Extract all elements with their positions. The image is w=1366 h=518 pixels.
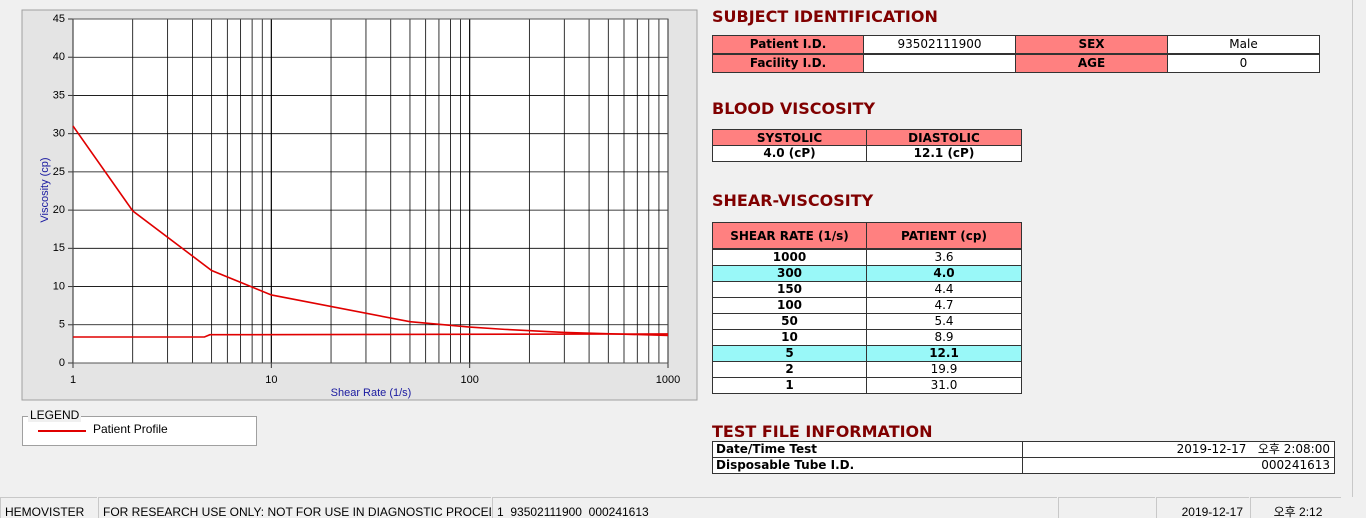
y-tick-label: 15 bbox=[53, 242, 65, 254]
field-label: Disposable Tube I.D. bbox=[712, 457, 1023, 474]
y-tick-label: 30 bbox=[53, 128, 65, 140]
shear-rate-cell: 50 bbox=[712, 313, 867, 330]
series-line bbox=[73, 333, 669, 338]
shear-rate-cell: 150 bbox=[712, 281, 867, 298]
viscosity-cell: 8.9 bbox=[866, 329, 1022, 346]
y-tick-label: 10 bbox=[53, 280, 65, 292]
field-value bbox=[863, 54, 1016, 73]
status-cell: 오후 2:12 bbox=[1250, 497, 1341, 518]
y-axis-label: Viscosity (cp) bbox=[39, 157, 51, 222]
shear-rate-cell: 10 bbox=[712, 329, 867, 346]
viscosity-cell: 4.7 bbox=[866, 297, 1022, 314]
x-axis-label: Shear Rate (1/s) bbox=[331, 387, 412, 399]
y-tick-label: 45 bbox=[53, 13, 65, 25]
shear-rate-cell: 1 bbox=[712, 377, 867, 394]
value-cell: 12.1 (cP) bbox=[866, 145, 1022, 162]
value-cell: 4.0 (cP) bbox=[712, 145, 867, 162]
field-value: 000241613 bbox=[1022, 457, 1335, 474]
field-label: SEX bbox=[1015, 35, 1168, 54]
status-cell: 2019-12-17 bbox=[1156, 497, 1249, 518]
viscosity-cell: 5.4 bbox=[866, 313, 1022, 330]
x-tick-label: 1 bbox=[70, 374, 76, 386]
shear-rate-cell: 300 bbox=[712, 265, 867, 282]
series-line bbox=[72, 125, 669, 337]
shear-rate-cell: 2 bbox=[712, 361, 867, 378]
field-label: Patient I.D. bbox=[712, 35, 864, 54]
y-tick-label: 40 bbox=[53, 51, 65, 63]
section-title: SHEAR-VISCOSITY bbox=[712, 191, 874, 210]
viscosity-cell: 4.4 bbox=[866, 281, 1022, 298]
section-title: SUBJECT IDENTIFICATION bbox=[712, 7, 938, 26]
y-tick-label: 5 bbox=[59, 319, 65, 331]
status-cell: FOR RESEARCH USE ONLY: NOT FOR USE IN DI… bbox=[98, 497, 491, 518]
legend-label: Patient Profile bbox=[93, 422, 168, 436]
field-value: 2019-12-17 오후 2:08:00 bbox=[1022, 441, 1335, 458]
y-tick-label: 20 bbox=[53, 204, 65, 216]
status-cell: HEMOVISTER bbox=[0, 497, 97, 518]
legend-swatch bbox=[38, 430, 86, 432]
x-tick-label: 1000 bbox=[656, 374, 680, 386]
y-tick-label: 35 bbox=[53, 89, 65, 101]
field-value: Male bbox=[1167, 35, 1320, 54]
field-value: 0 bbox=[1167, 54, 1320, 73]
shear-rate-cell: 1000 bbox=[712, 249, 867, 266]
header-cell: SYSTOLIC bbox=[712, 129, 867, 146]
chart: Shear Rate (1/s) Viscosity (cp) 0 5 10 15 20… bbox=[21, 9, 698, 401]
header-cell: SHEAR RATE (1/s) bbox=[712, 222, 867, 249]
field-value: 93502111900 bbox=[863, 35, 1016, 54]
plot-area bbox=[73, 19, 668, 363]
plot-frame bbox=[72, 18, 669, 364]
viscosity-cell: 3.6 bbox=[866, 249, 1022, 266]
viscosity-cell: 12.1 bbox=[866, 345, 1022, 362]
y-tick-label: 0 bbox=[59, 357, 65, 369]
viscosity-cell: 4.0 bbox=[866, 265, 1022, 282]
legend-title: LEGEND bbox=[28, 408, 82, 422]
viscosity-cell: 31.0 bbox=[866, 377, 1022, 394]
shear-rate-cell: 5 bbox=[712, 345, 867, 362]
x-tick-label: 10 bbox=[265, 374, 277, 386]
x-tick-label: 100 bbox=[460, 374, 478, 386]
field-label: Date/Time Test bbox=[712, 441, 1023, 458]
scrollbar bbox=[1352, 0, 1366, 497]
section-title: BLOOD VISCOSITY bbox=[712, 99, 876, 118]
y-tick-label: 25 bbox=[53, 166, 65, 178]
header-cell: PATIENT (cp) bbox=[866, 222, 1022, 249]
section-title: TEST FILE INFORMATION bbox=[712, 422, 933, 441]
status-cell: 1 93502111900 000241613 bbox=[492, 497, 1057, 518]
field-label: AGE bbox=[1015, 54, 1168, 73]
field-label: Facility I.D. bbox=[712, 54, 864, 73]
status-cell bbox=[1058, 497, 1155, 518]
shear-rate-cell: 100 bbox=[712, 297, 867, 314]
viscosity-cell: 19.9 bbox=[866, 361, 1022, 378]
header-cell: DIASTOLIC bbox=[866, 129, 1022, 146]
